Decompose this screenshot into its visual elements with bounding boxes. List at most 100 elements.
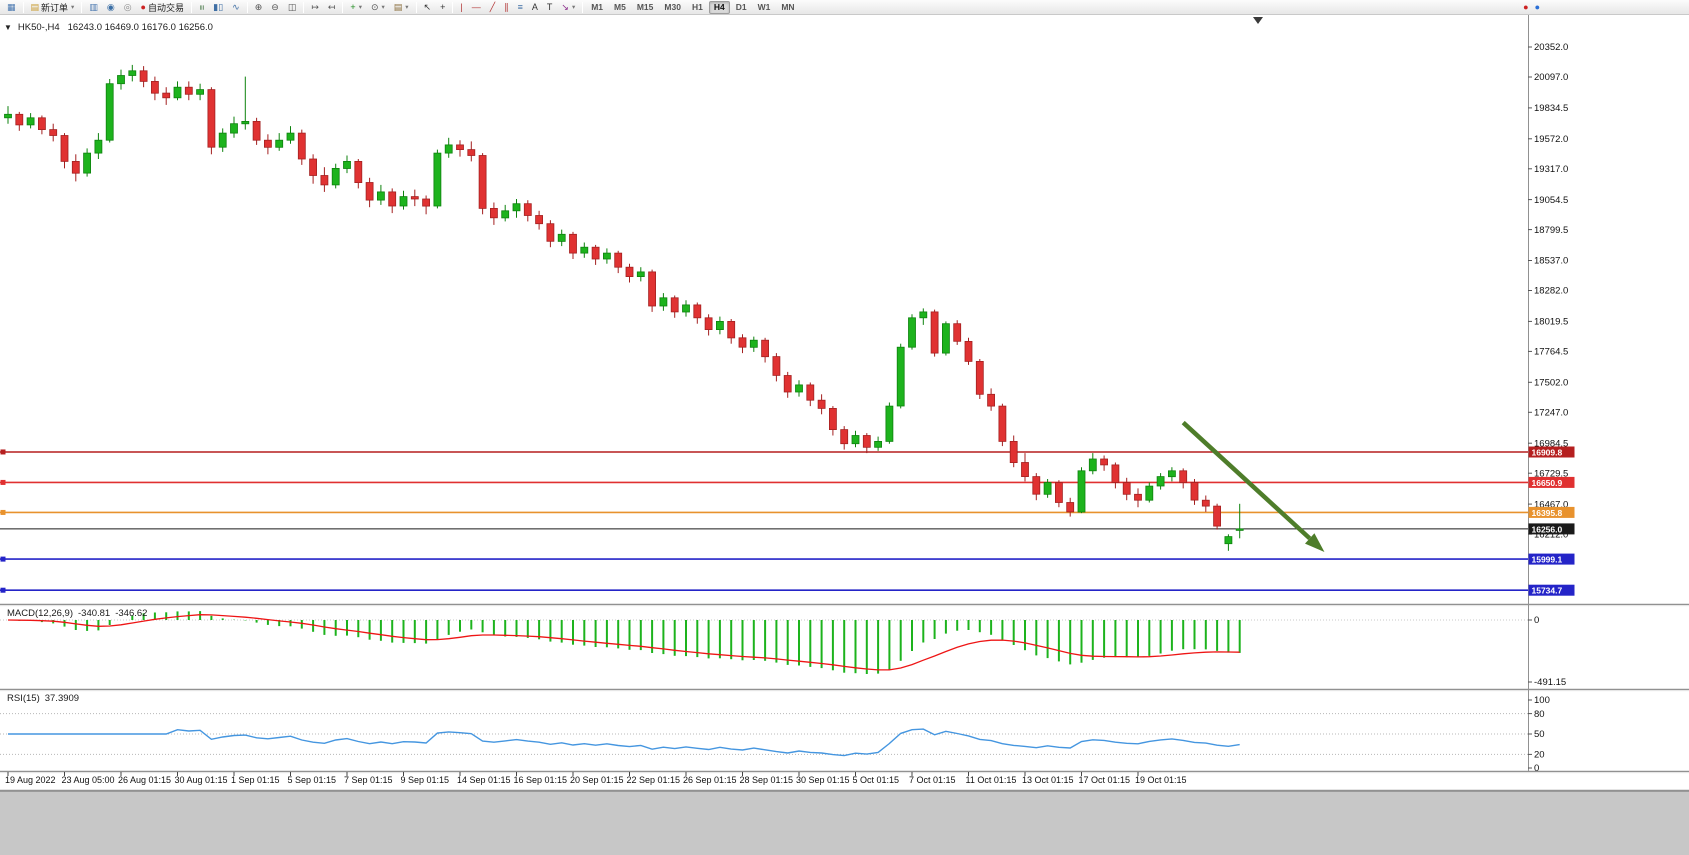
strategy-tester-icon[interactable]: ◎ [120, 1, 136, 14]
price-tag-16395.8: 16395.8 [1528, 506, 1575, 518]
svg-text:19 Oct 01:15: 19 Oct 01:15 [1135, 775, 1187, 785]
candle-chart-icon[interactable]: ▮▯ [209, 1, 227, 14]
toolbar-separator [246, 1, 248, 13]
templates-icon[interactable]: ▤ ▾ [390, 1, 413, 14]
hline-icon[interactable]: — [468, 1, 485, 14]
toolbar-separator [81, 1, 83, 13]
crosshair-icon[interactable]: + [436, 1, 449, 14]
svg-text:0: 0 [1534, 615, 1539, 626]
timeframe-m30[interactable]: M30 [664, 2, 681, 12]
bar-chart-icon[interactable]: ≡ [195, 1, 208, 14]
svg-text:19317.0: 19317.0 [1534, 164, 1568, 175]
hline-handle[interactable] [0, 509, 6, 515]
svg-text:16729.5: 16729.5 [1534, 468, 1568, 479]
timeframe-d1[interactable]: D1 [735, 2, 747, 12]
tile-windows-icon[interactable]: ◫ [284, 1, 301, 14]
autotrade-button-label: 自动交易 [147, 2, 184, 13]
community-icon[interactable]: ● [1534, 1, 1540, 12]
price-tag-16909.8: 16909.8 [1528, 446, 1575, 458]
alerts-icon[interactable]: ● [1523, 1, 1529, 12]
label-icon[interactable]: T [543, 1, 557, 14]
hline-icon: — [471, 1, 481, 12]
arrows-icon: ↘ [561, 1, 569, 12]
timeframe-h4[interactable]: H4 [708, 0, 730, 14]
hline-handle[interactable] [0, 449, 6, 455]
zoom-out-icon[interactable]: ⊖ [267, 1, 283, 14]
svg-text:9 Sep 01:15: 9 Sep 01:15 [401, 775, 450, 785]
timeframe-m15[interactable]: M15 [636, 2, 654, 12]
svg-text:7 Sep 01:15: 7 Sep 01:15 [344, 775, 393, 785]
timeframe-m5[interactable]: M5 [614, 2, 626, 12]
svg-text:18019.5: 18019.5 [1534, 317, 1568, 328]
svg-text:20 Sep 01:15: 20 Sep 01:15 [570, 775, 624, 785]
market-watch-icon[interactable]: ▥ [85, 1, 102, 14]
data-window-icon[interactable]: ◉ [103, 1, 119, 14]
time-axis[interactable]: 19 Aug 2022 23 Aug 05:00 26 Aug 01:15 30 Au… [5, 772, 1187, 785]
timeframe-h1[interactable]: H1 [691, 2, 703, 12]
svg-text:23 Aug 05:00: 23 Aug 05:00 [62, 775, 115, 785]
line-chart-icon[interactable]: ∿ [228, 1, 244, 14]
autotrade-button[interactable]: ● 自动交易 [137, 1, 188, 14]
hlines-layer[interactable] [0, 449, 1528, 593]
price-axis[interactable]: 20352.0 20097.0 19834.5 19572.0 19317.0 19054… [1528, 15, 1575, 774]
timeframe-mn[interactable]: MN [781, 2, 795, 12]
bottom-panel-area [0, 791, 1689, 855]
svg-text:80: 80 [1534, 709, 1545, 720]
svg-text:28 Sep 01:15: 28 Sep 01:15 [740, 775, 794, 785]
indicators-add-icon: + [350, 1, 356, 12]
timeframe-w1[interactable]: W1 [757, 2, 771, 12]
periods-icon[interactable]: ⊙ ▾ [367, 1, 389, 14]
svg-text:0: 0 [1534, 763, 1539, 774]
auto-scroll-icon[interactable]: ↦ [307, 1, 323, 14]
svg-text:26 Sep 01:15: 26 Sep 01:15 [683, 775, 737, 785]
svg-text:-491.15: -491.15 [1534, 677, 1566, 688]
periods-icon-dropdown[interactable]: ▾ [381, 4, 385, 11]
zoom-in-icon: ⊕ [254, 1, 263, 12]
new-order-button[interactable]: ▤ 新订单 ▾ [27, 1, 79, 14]
macd-indicator-label: MACD(12,26,9) -340.81 -346.62 [7, 608, 147, 619]
templates-icon-dropdown[interactable]: ▾ [405, 4, 409, 11]
svg-text:30 Sep 01:15: 30 Sep 01:15 [796, 775, 850, 785]
one-click-trading-toggle[interactable]: ▼ [4, 23, 12, 32]
trendline-icon[interactable]: ╱ [486, 1, 499, 14]
arrows-icon-dropdown[interactable]: ▾ [571, 4, 576, 11]
indicators-add-icon[interactable]: + ▾ [346, 1, 366, 14]
bar-chart-icon: ≡ [197, 4, 208, 10]
arrows-icon[interactable]: ↘ ▾ [557, 1, 579, 14]
svg-text:16984.5: 16984.5 [1534, 438, 1568, 449]
svg-text:18537.0: 18537.0 [1534, 256, 1568, 267]
svg-text:17764.5: 17764.5 [1534, 347, 1568, 358]
trend-arrow-annotation[interactable] [1181, 420, 1325, 552]
chart-shift-icon[interactable]: ↤ [324, 1, 340, 14]
hline-handle[interactable] [0, 479, 6, 485]
svg-text:18799.5: 18799.5 [1534, 225, 1568, 236]
hline-handle[interactable] [0, 587, 6, 593]
indicators-add-icon-dropdown[interactable]: ▾ [358, 4, 362, 11]
candles-layer [4, 64, 1244, 551]
fibo-icon[interactable]: ≡ [514, 1, 527, 14]
line-chart-icon: ∿ [232, 1, 240, 12]
svg-text:17 Oct 01:15: 17 Oct 01:15 [1079, 775, 1131, 785]
hline-handle[interactable] [0, 556, 6, 562]
chart-shift-marker[interactable] [1253, 17, 1263, 24]
vline-icon[interactable]: | [456, 1, 466, 14]
svg-text:16 Sep 01:15: 16 Sep 01:15 [514, 775, 568, 785]
periods-icon: ⊙ [370, 1, 379, 12]
svg-text:5 Oct 01:15: 5 Oct 01:15 [853, 775, 900, 785]
chart-window-icon[interactable]: ▦ [3, 1, 20, 14]
channel-icon[interactable]: ∥ [500, 1, 513, 14]
zoom-in-icon[interactable]: ⊕ [251, 1, 267, 14]
cursor-icon[interactable]: ↖ [420, 1, 436, 14]
text-icon[interactable]: A [528, 1, 542, 14]
svg-text:30 Aug 01:15: 30 Aug 01:15 [175, 775, 228, 785]
vline-icon: | [460, 1, 463, 12]
timeframe-m1[interactable]: M1 [591, 2, 604, 12]
label-icon: T [546, 1, 553, 12]
svg-text:15734.7: 15734.7 [1532, 586, 1563, 596]
new-order-button-dropdown[interactable]: ▾ [71, 4, 75, 11]
macd-title: MACD(12,26,9) [7, 608, 73, 619]
channel-icon: ∥ [504, 1, 509, 12]
data-window-icon: ◉ [106, 1, 115, 12]
